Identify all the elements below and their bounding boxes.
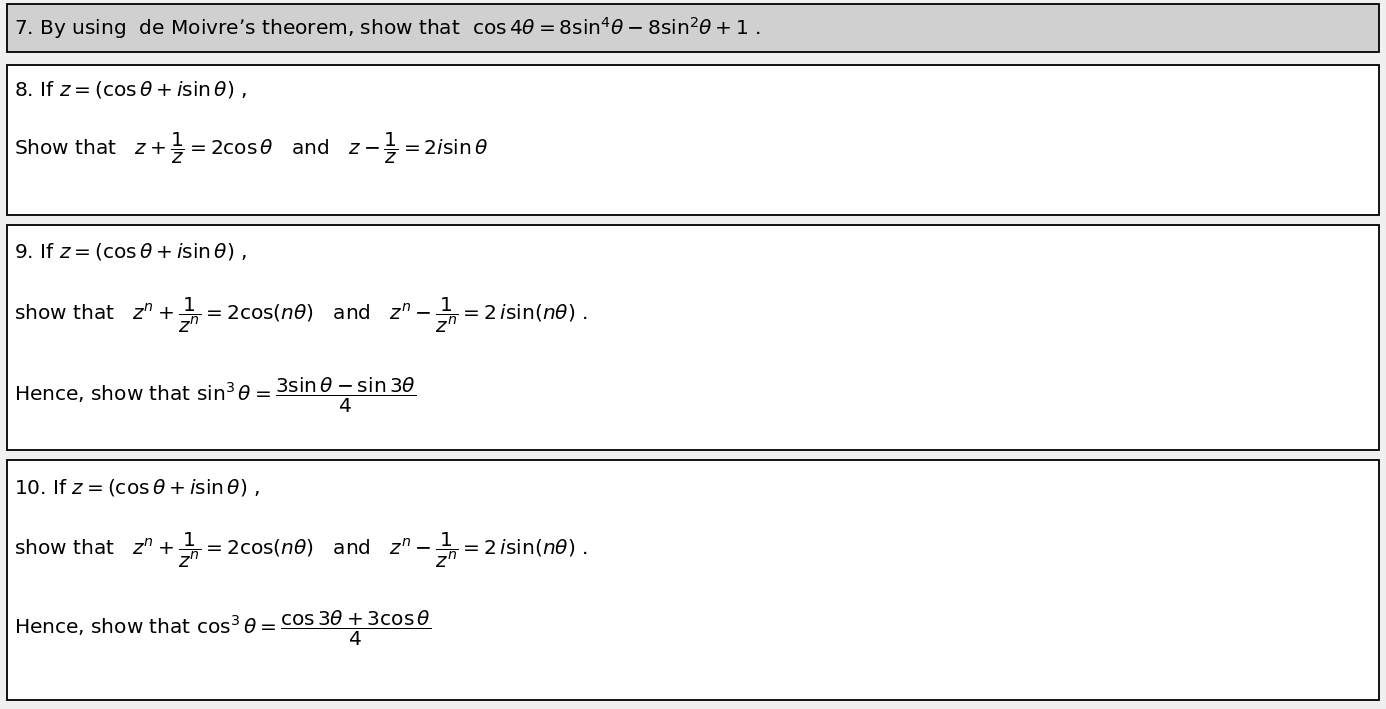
Bar	[7, 4, 1379, 52]
Bar	[7, 460, 1379, 700]
Text: Hence, show that $\cos^3\theta = \dfrac{\cos 3\theta + 3\cos\theta}{4}$: Hence, show that $\cos^3\theta = \dfrac{…	[14, 608, 431, 647]
Text: 9. If $z = (\cos\theta + i\sin\theta)$ ,: 9. If $z = (\cos\theta + i\sin\theta)$ ,	[14, 242, 247, 262]
Text: Show that   $z + \dfrac{1}{z} = 2\cos\theta$   and   $z - \dfrac{1}{z} = 2i\sin\: Show that $z + \dfrac{1}{z} = 2\cos\thet…	[14, 130, 488, 166]
Text: show that   $z^n + \dfrac{1}{z^n} = 2\cos(n\theta)$   and   $z^n - \dfrac{1}{z^n: show that $z^n + \dfrac{1}{z^n} = 2\cos(…	[14, 295, 588, 335]
Text: show that   $z^n + \dfrac{1}{z^n} = 2\cos(n\theta)$   and   $z^n - \dfrac{1}{z^n: show that $z^n + \dfrac{1}{z^n} = 2\cos(…	[14, 530, 588, 570]
Text: 8. If $z = (\cos\theta + i\sin\theta)$ ,: 8. If $z = (\cos\theta + i\sin\theta)$ ,	[14, 79, 247, 101]
Text: 10. If $z = (\cos\theta + i\sin\theta)$ ,: 10. If $z = (\cos\theta + i\sin\theta)$ …	[14, 477, 259, 498]
Text: Hence, show that $\sin^3\theta = \dfrac{3\sin\theta - \sin 3\theta}{4}$: Hence, show that $\sin^3\theta = \dfrac{…	[14, 375, 416, 415]
Bar	[7, 225, 1379, 450]
Text: 7. By using  de Moivre’s theorem, show that  $\cos 4\theta = 8\sin^4\!\theta - 8: 7. By using de Moivre’s theorem, show th…	[14, 15, 761, 41]
Bar	[7, 65, 1379, 215]
